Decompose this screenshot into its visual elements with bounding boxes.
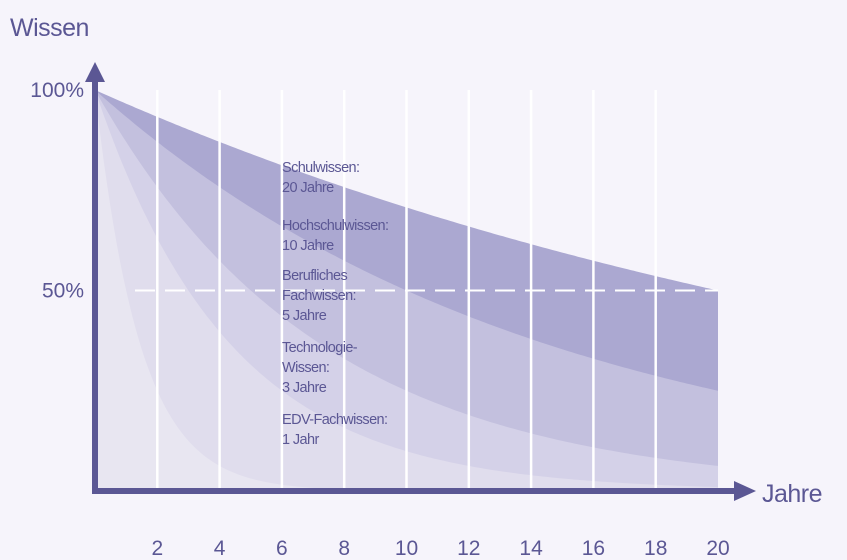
x-axis-title: Jahre — [762, 480, 822, 508]
x-tick-label: 18 — [644, 537, 667, 560]
x-tick-label: 10 — [395, 537, 418, 560]
band-label: Hochschulwissen: 10 Jahre — [282, 218, 388, 254]
y-tick-label: 100% — [30, 79, 84, 102]
band-label: Schulwissen: 20 Jahre — [282, 160, 359, 196]
band-area-3 — [95, 90, 718, 491]
x-tick-label: 16 — [582, 537, 605, 560]
x-tick-label: 12 — [457, 537, 480, 560]
band-label: EDV-Fachwissen: 1 Jahr — [282, 412, 387, 448]
band-label: Berufliches Fachwissen: 5 Jahre — [282, 268, 356, 324]
y-axis-title: Wissen — [10, 14, 89, 42]
band-labels: Schulwissen: 20 Jahre Hochschulwissen: 10 J… — [282, 160, 389, 448]
x-tick-label: 14 — [519, 537, 543, 560]
x-tick-labels: 2 4 6 8 10 12 14 16 18 20 — [151, 537, 729, 560]
y-tick-labels: 100% 50% — [30, 79, 84, 303]
x-tick-label: 4 — [214, 537, 226, 560]
x-tick-label: 20 — [706, 537, 729, 560]
band-label: Technologie-Wissen: 3 Jahre — [282, 340, 358, 396]
y-tick-label: 50% — [42, 280, 84, 303]
x-axis-arrow-icon — [734, 481, 756, 501]
x-tick-label: 8 — [338, 537, 350, 560]
axes — [85, 62, 756, 501]
x-tick-label: 6 — [276, 537, 288, 560]
x-tick-label: 2 — [151, 537, 163, 560]
y-axis-arrow-icon — [85, 62, 105, 82]
